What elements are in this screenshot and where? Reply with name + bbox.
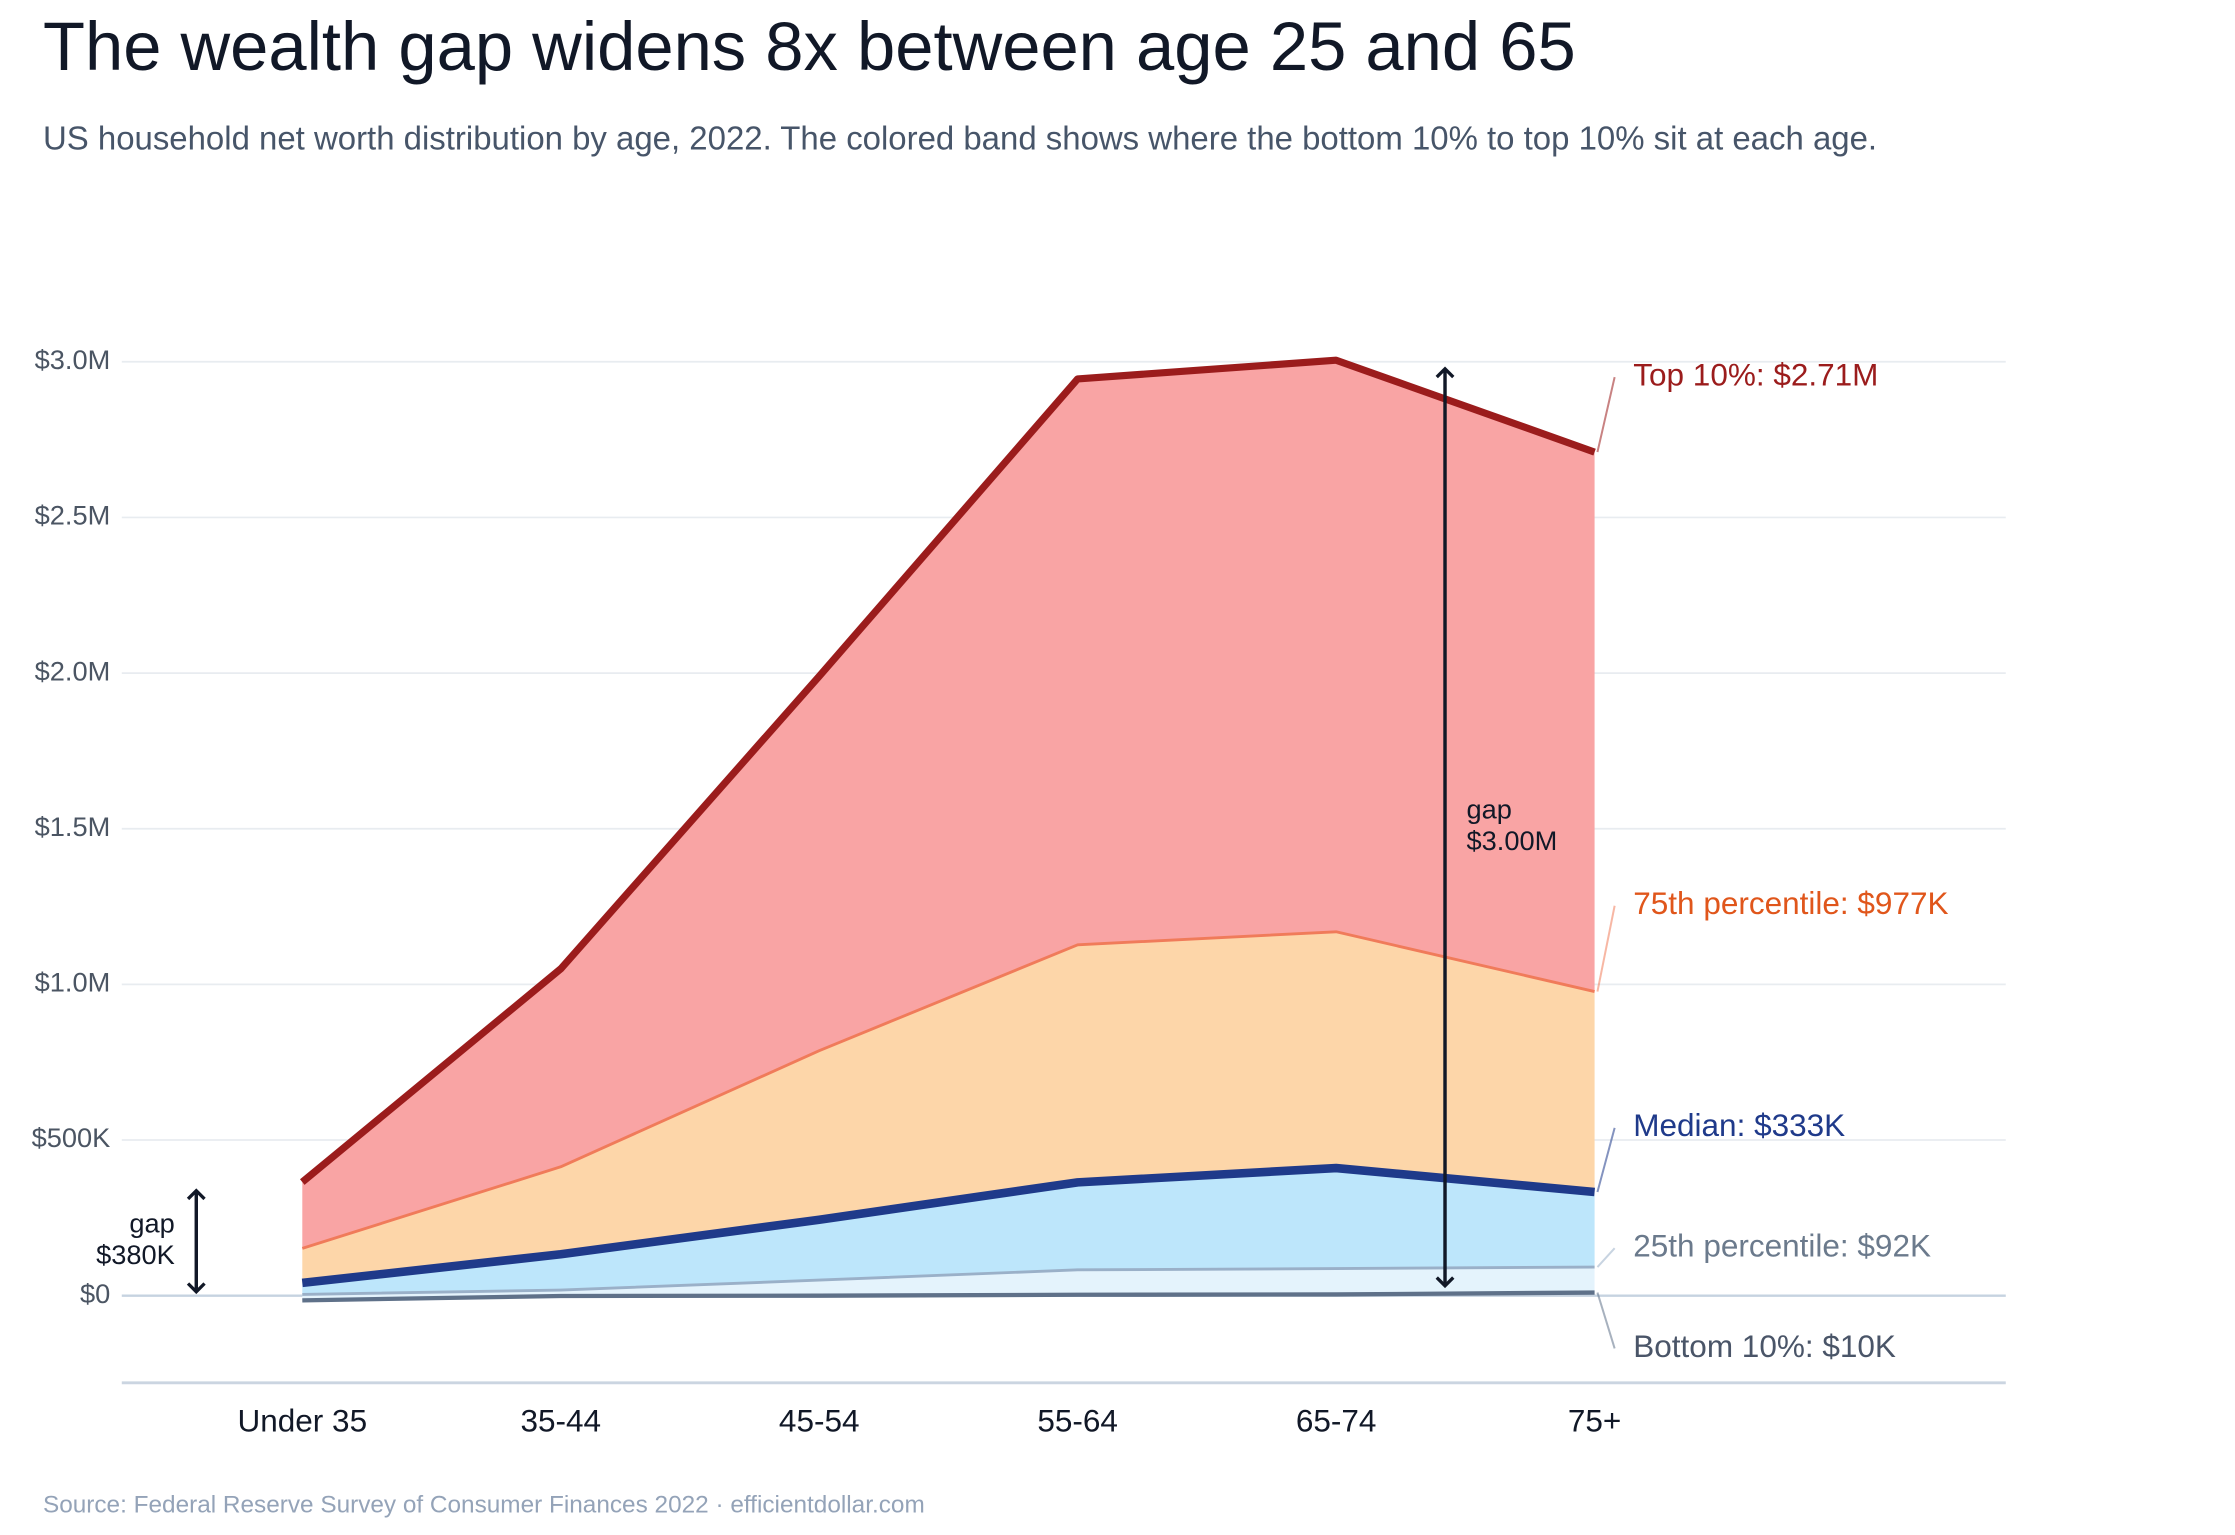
leader-line <box>1596 376 1616 453</box>
y-tick-label: $3.0M <box>35 344 111 375</box>
x-tick-label: Under 35 <box>238 1402 368 1438</box>
source: Source: Federal Reserve Survey of Consum… <box>43 1491 925 1518</box>
leader-line <box>1596 1127 1616 1193</box>
series-line <box>302 1290 1595 1303</box>
leader-line <box>1596 905 1616 992</box>
y-tick-label: $0 <box>80 1278 110 1309</box>
gap-label: $380K <box>96 1239 175 1270</box>
series-line <box>301 1163 1595 1288</box>
x-tick-label: 65-74 <box>1296 1402 1377 1438</box>
series-label: Top 10%: $2.71M <box>1633 356 1878 392</box>
chart-title: The wealth gap widens 8x between age 25 … <box>43 8 1576 85</box>
y-tick-label: $1.5M <box>35 811 111 842</box>
x-tick-label: 75+ <box>1568 1402 1621 1438</box>
leader-line <box>1596 1292 1616 1349</box>
gap-label: $3.00M <box>1467 825 1558 856</box>
y-tick-label: $500K <box>32 1122 111 1153</box>
series-line <box>301 930 1595 1250</box>
band-area <box>302 1168 1595 1295</box>
y-tick-label: $2.0M <box>35 655 111 686</box>
series-label: Bottom 10%: $10K <box>1633 1328 1896 1364</box>
gap-label: gap <box>129 1208 174 1239</box>
series-line <box>300 356 1596 1185</box>
band-area <box>302 931 1595 1283</box>
y-tick-label: $2.5M <box>35 500 111 531</box>
series-label: Median: $333K <box>1633 1107 1845 1143</box>
x-tick-label: 35-44 <box>520 1402 601 1438</box>
y-tick-label: $1.0M <box>35 967 111 998</box>
x-tick-label: 55-64 <box>1037 1402 1118 1438</box>
gap-label: gap <box>1467 793 1512 824</box>
band-area <box>302 360 1595 1249</box>
series-label: 25th percentile: $92K <box>1633 1227 1931 1263</box>
leader-line <box>1596 1247 1616 1268</box>
x-tick-label: 45-54 <box>779 1402 860 1438</box>
band-area <box>302 1267 1595 1301</box>
chart-subtitle: US household net worth distribution by a… <box>43 119 1877 156</box>
series-label: 75th percentile: $977K <box>1633 885 1948 921</box>
series-line <box>302 1265 1595 1296</box>
